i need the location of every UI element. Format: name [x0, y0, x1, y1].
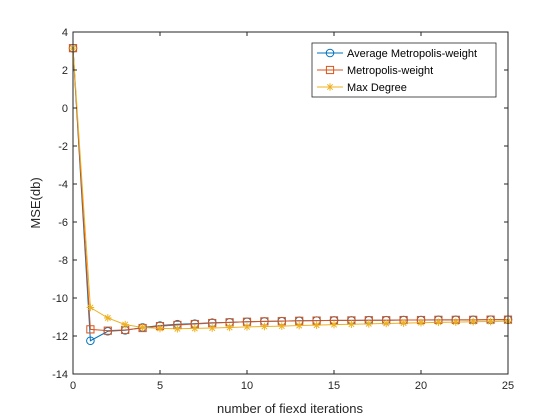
y-tick-label: 0	[62, 103, 68, 115]
y-tick-label: -6	[58, 217, 68, 229]
y-tick-label: -12	[52, 331, 68, 343]
data-point-max-degree	[417, 318, 425, 327]
x-axis-label: number of fiexd iterations	[217, 401, 363, 416]
legend-marker-average-metropolis-weight	[325, 48, 335, 58]
y-tick-label: -8	[58, 255, 68, 267]
y-tick-label: -2	[58, 141, 68, 153]
data-point-max-degree	[295, 321, 303, 330]
data-point-max-degree	[191, 324, 199, 333]
data-point-max-degree	[399, 319, 408, 327]
data-point-max-degree	[138, 323, 147, 332]
x-tick-labels: 0 5 10 15 20 25	[70, 380, 514, 392]
y-tick-label: -10	[52, 293, 68, 305]
legend-label: Average Metropolis-weight	[347, 48, 477, 60]
y-tick-labels: 4 2 0 -2 -4 -6 -8 -10 -12 -14	[52, 27, 68, 381]
data-point-max-degree	[173, 324, 182, 333]
y-tick-label: -4	[58, 179, 68, 191]
y-tick-label: 4	[62, 27, 68, 39]
data-point-max-degree	[243, 323, 251, 331]
data-point-max-degree	[260, 322, 269, 331]
x-tick-label: 15	[328, 380, 340, 392]
plot-frame	[72, 31, 509, 375]
data-point-metropolis-weight	[103, 326, 112, 335]
axis-ticks	[72, 31, 509, 375]
x-tick-label: 25	[502, 380, 514, 392]
data-point-max-degree	[225, 323, 234, 332]
legend-label: Max Degree	[347, 82, 407, 94]
data-point-max-degree	[86, 303, 95, 312]
data-point-average-metropolis-weight	[86, 336, 95, 346]
y-axis-label: MSE(db)	[28, 177, 43, 228]
legend-marker-max-degree	[326, 83, 334, 91]
data-point-max-degree	[278, 322, 286, 330]
data-point-max-degree	[452, 318, 460, 326]
data-point-max-degree	[208, 324, 216, 332]
y-tick-label: -14	[52, 369, 68, 381]
x-tick-label: 10	[241, 380, 253, 392]
legend: Average Metropolis-weight Metropolis-weig…	[311, 42, 497, 98]
data-point-metropolis-weight	[86, 325, 95, 334]
data-point-max-degree	[104, 314, 112, 322]
data-point-max-degree	[469, 317, 477, 326]
y-tick-label: 2	[62, 65, 68, 77]
x-tick-label: 0	[70, 380, 76, 392]
data-point-max-degree	[486, 317, 495, 326]
data-point-max-degree	[382, 319, 390, 328]
legend-marker-metropolis-weight	[325, 65, 335, 75]
data-point-max-degree	[365, 320, 373, 328]
x-tick-label: 5	[157, 380, 163, 392]
data-point-max-degree	[434, 318, 443, 327]
data-point-max-degree	[156, 324, 164, 333]
legend-items: Average Metropolis-weight Metropolis-weig…	[317, 48, 477, 94]
data-point-max-degree	[121, 320, 129, 329]
data-point-max-degree	[330, 320, 338, 329]
x-tick-label: 20	[415, 380, 427, 392]
data-point-max-degree	[347, 320, 356, 329]
legend-label: Metropolis-weight	[347, 65, 433, 77]
data-point-max-degree	[312, 321, 321, 329]
